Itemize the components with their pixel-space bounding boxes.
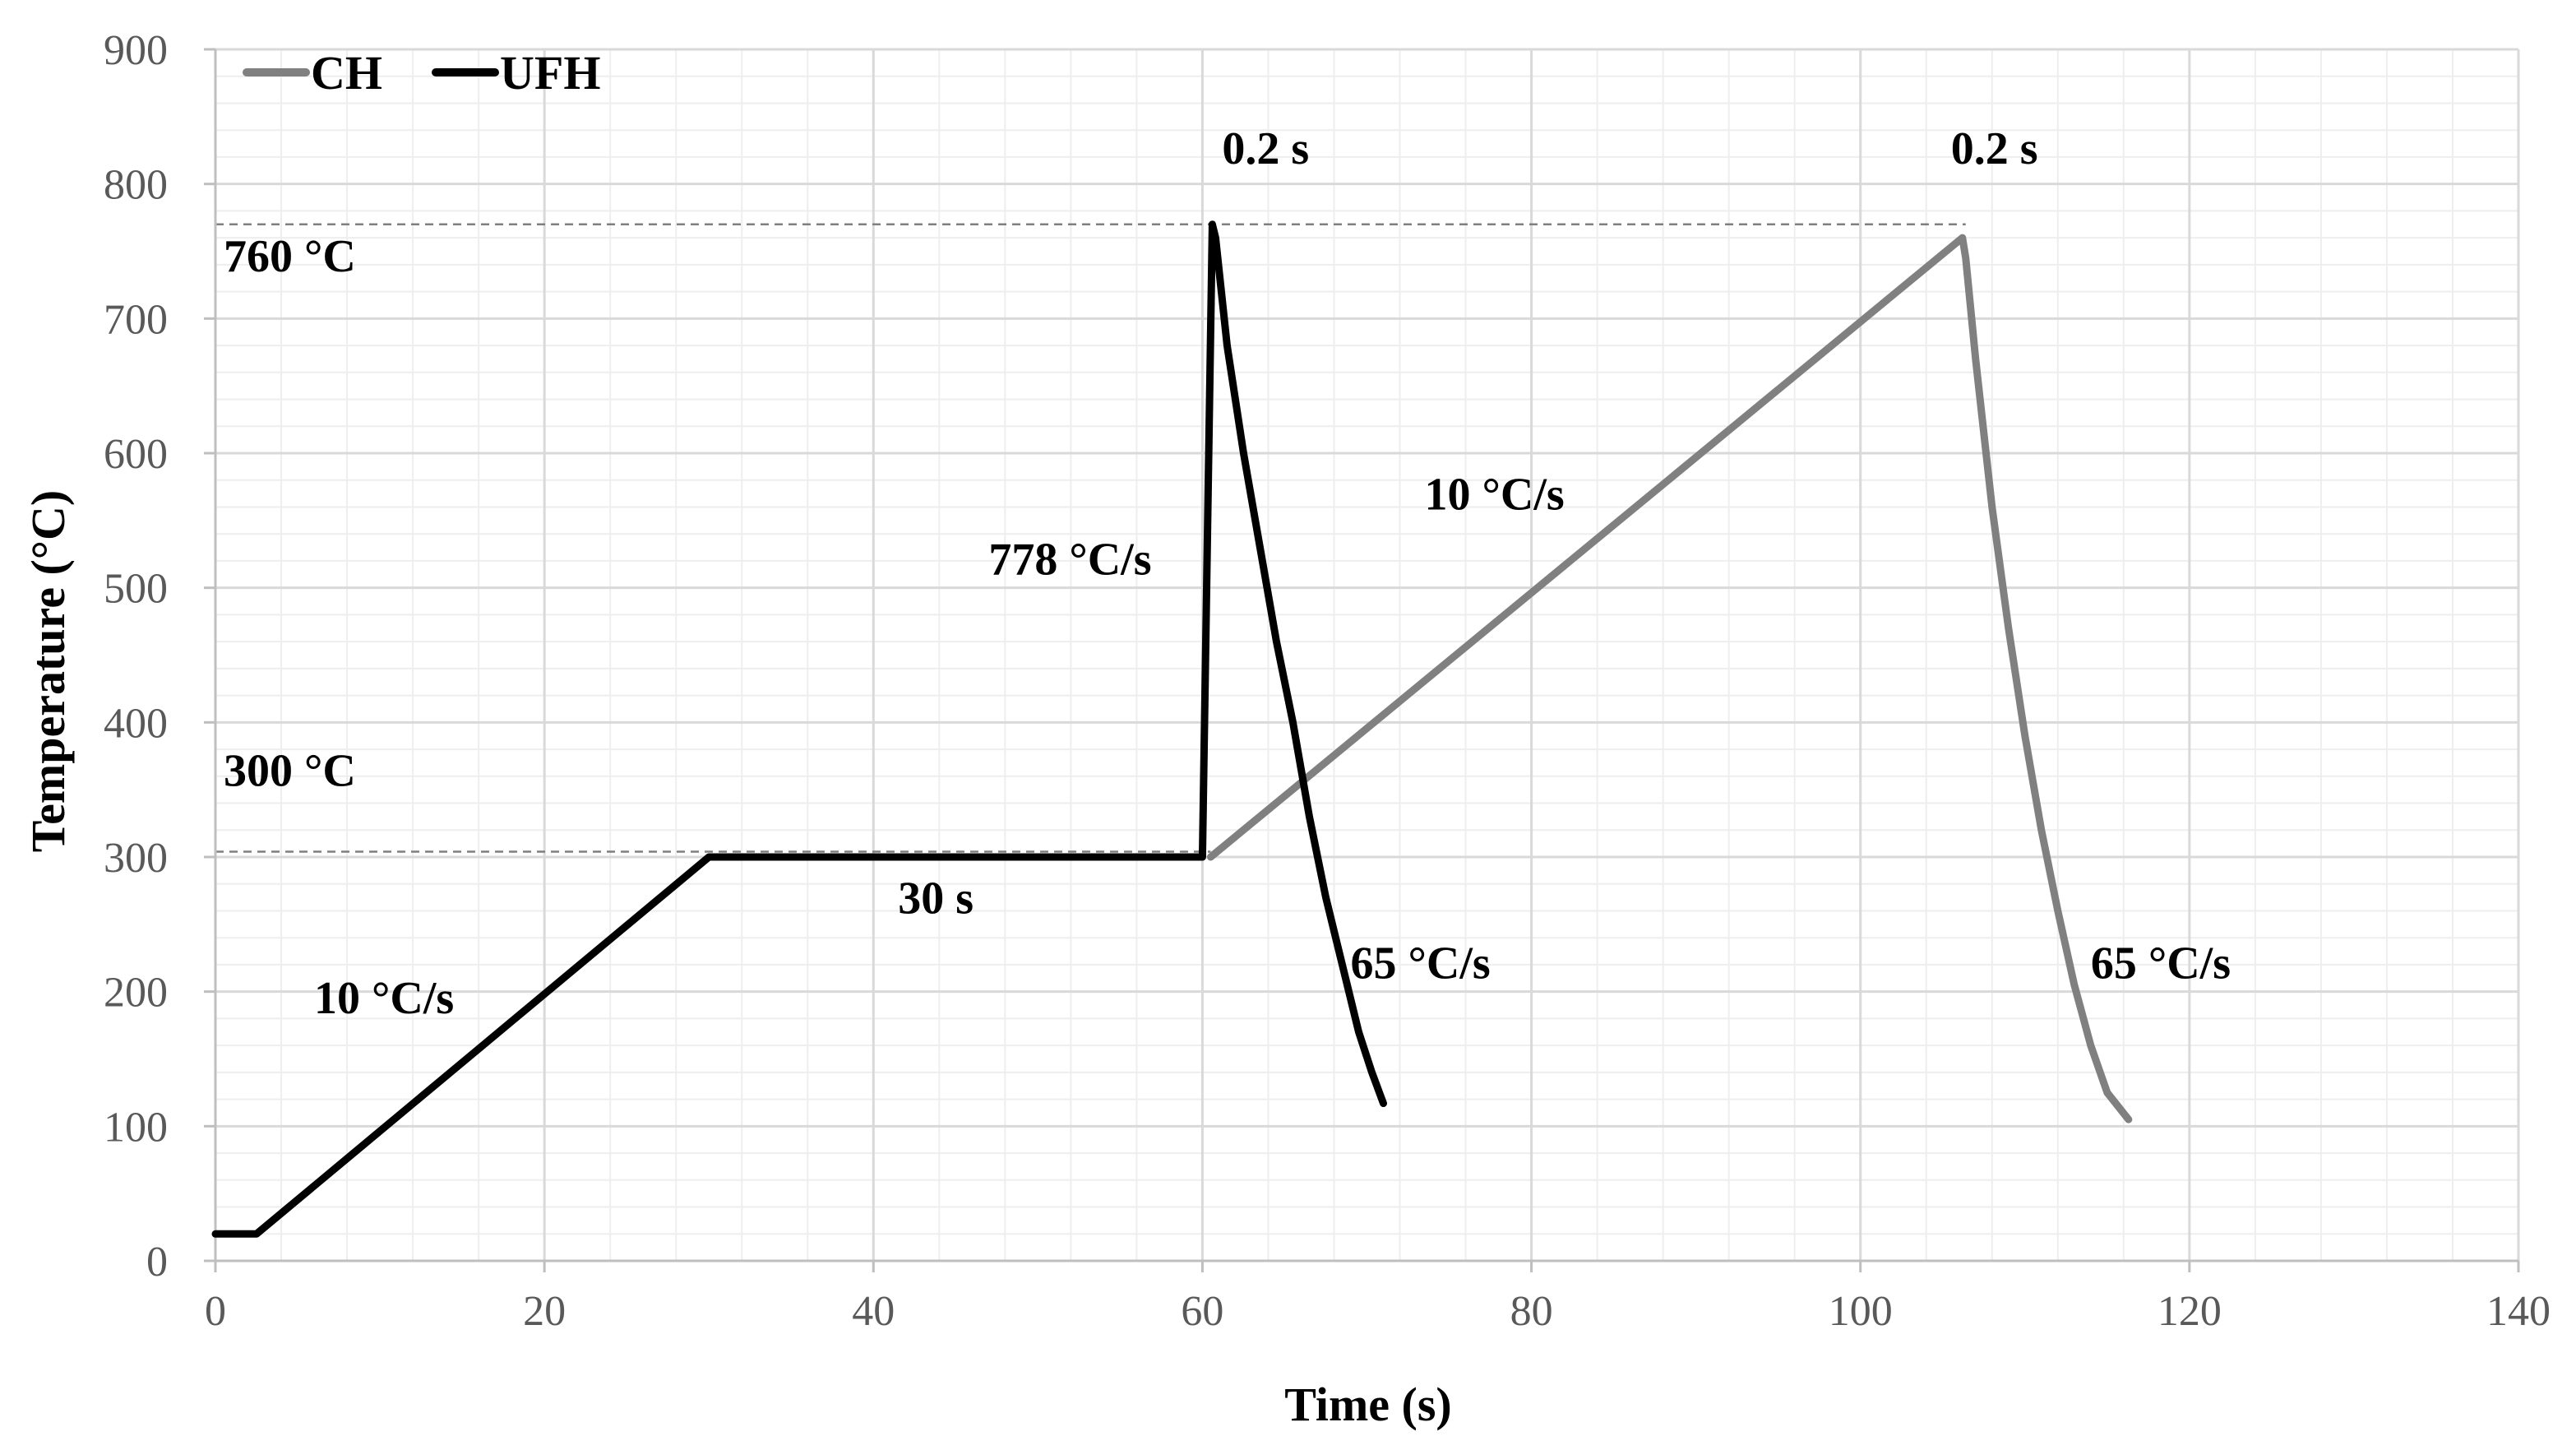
annotation-label: 0.2 s xyxy=(1951,123,2038,174)
annotation-label: 300 °C xyxy=(224,745,356,796)
y-tick-label: 700 xyxy=(104,296,168,343)
major-gridlines xyxy=(214,48,2520,1262)
annotation-label: 65 °C/s xyxy=(2091,938,2231,989)
y-tick-label: 900 xyxy=(104,27,168,74)
annotation-label: 30 s xyxy=(898,873,974,924)
x-axis-title: Time (s) xyxy=(1284,1378,1452,1431)
legend: CH UFH xyxy=(243,46,600,100)
y-tick-labels: 0 100 200 300 400 500 600 700 800 900 xyxy=(104,27,168,1286)
reference-lines xyxy=(215,223,1966,853)
minor-gridlines xyxy=(215,49,2519,1262)
y-axis-title: Temperature (°C) xyxy=(21,490,75,852)
y-tick-label: 300 xyxy=(104,835,168,882)
annotation-label: 10 °C/s xyxy=(1425,470,1565,521)
data-series xyxy=(211,220,2133,1238)
y-tick-label: 400 xyxy=(104,700,168,747)
legend-label-ch: CH xyxy=(311,46,382,100)
annotation-label: 760 °C xyxy=(224,231,356,282)
x-tick-label: 60 xyxy=(1181,1288,1223,1335)
y-tick-label: 200 xyxy=(104,970,168,1017)
x-tick-label: 120 xyxy=(2157,1288,2222,1335)
x-tick-label: 0 xyxy=(205,1288,226,1335)
series-line-ufh xyxy=(211,220,1388,1238)
y-tick-label: 800 xyxy=(104,162,168,209)
x-tick-label: 100 xyxy=(1829,1288,1893,1335)
y-tick-label: 0 xyxy=(146,1239,168,1286)
x-tick-label: 80 xyxy=(1510,1288,1553,1335)
x-tick-label: 40 xyxy=(852,1288,895,1335)
chart-annotations: 0.2 s 0.2 s 760 °C 300 °C 778 °C/s 10 °C/s 30 … xyxy=(224,123,2231,1024)
y-tick-label: 100 xyxy=(104,1104,168,1151)
x-tick-label: 140 xyxy=(2486,1288,2551,1335)
annotation-label: 0.2 s xyxy=(1222,123,1309,174)
legend-label-ufh: UFH xyxy=(500,46,600,100)
x-tick-label: 20 xyxy=(523,1288,566,1335)
y-tick-label: 500 xyxy=(104,566,168,613)
y-tick-label: 600 xyxy=(104,431,168,478)
annotation-label: 778 °C/s xyxy=(988,534,1151,585)
axes xyxy=(204,48,2520,1272)
x-tick-labels: 0 20 40 60 80 100 120 140 xyxy=(205,1288,2551,1335)
annotation-label: 10 °C/s xyxy=(314,973,454,1024)
series-line-ch xyxy=(1206,234,2133,1123)
annotation-label: 65 °C/s xyxy=(1350,938,1490,989)
